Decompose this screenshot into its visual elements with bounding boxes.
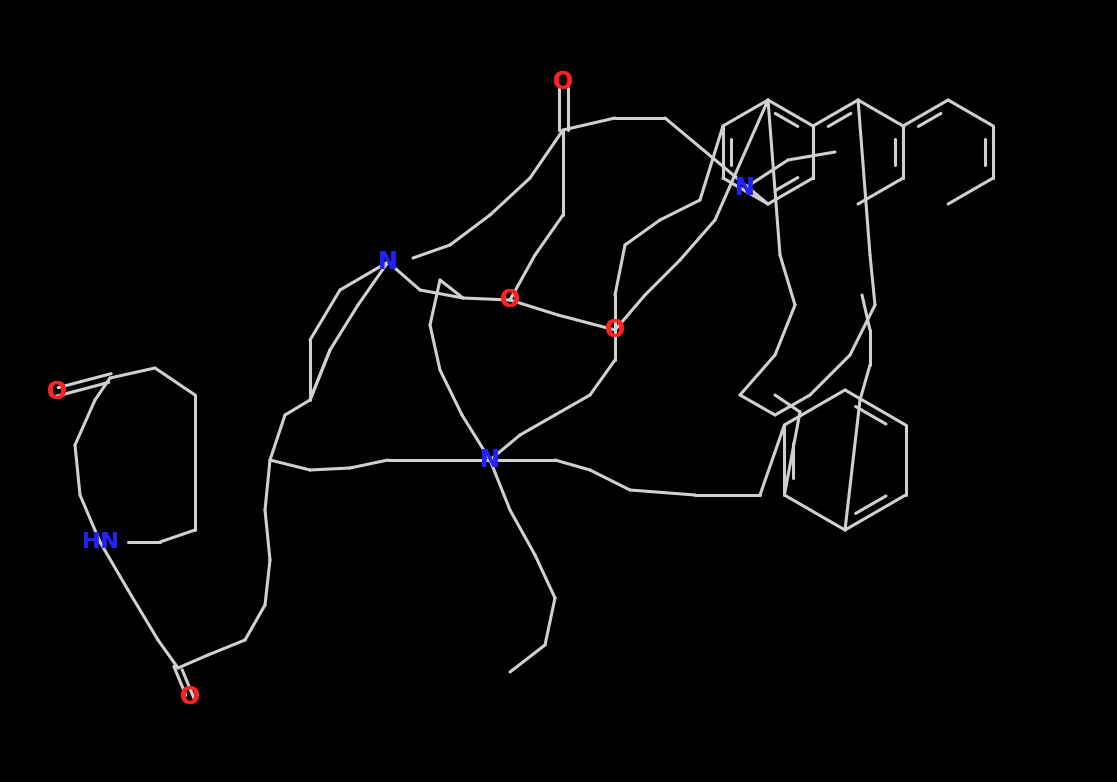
- Text: O: O: [47, 380, 67, 404]
- Text: N: N: [735, 176, 755, 200]
- Text: O: O: [47, 380, 67, 404]
- Text: N: N: [379, 250, 398, 274]
- Text: N: N: [379, 250, 398, 274]
- Text: N: N: [480, 448, 500, 472]
- Text: N: N: [735, 176, 755, 200]
- Text: O: O: [605, 318, 626, 342]
- Text: O: O: [500, 288, 521, 312]
- Text: HN: HN: [82, 532, 118, 552]
- Text: O: O: [180, 685, 200, 709]
- Text: HN: HN: [82, 532, 118, 552]
- Text: O: O: [553, 70, 573, 94]
- Text: O: O: [605, 318, 626, 342]
- Text: O: O: [180, 685, 200, 709]
- Text: O: O: [500, 288, 521, 312]
- Text: N: N: [480, 448, 500, 472]
- Text: O: O: [553, 70, 573, 94]
